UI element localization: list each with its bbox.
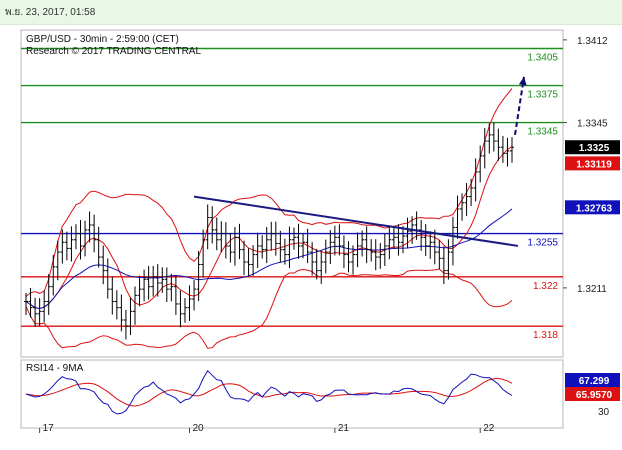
upper-band-line	[25, 88, 513, 297]
level-label-1.3405: 1.3405	[527, 53, 558, 64]
price-label-box	[565, 200, 620, 215]
level-label-1.318: 1.318	[533, 330, 558, 341]
rsi-ma-line	[25, 377, 513, 407]
timestamp: พ.ย. 23, 2017, 01:58	[5, 7, 96, 18]
rsi-title: RSI14 - 9MA	[26, 363, 84, 374]
x-tick-label: 22	[483, 423, 495, 434]
price-label-box	[565, 140, 620, 155]
fast-ma-line	[25, 146, 513, 310]
rsi-label-67.299: 67.299	[579, 376, 610, 387]
rsi-panel	[20, 359, 564, 429]
x-tick-label: 17	[43, 423, 55, 434]
x-tick-label: 20	[193, 423, 205, 434]
y-tick-label: 1.3412	[577, 36, 608, 47]
forecast-arrow	[514, 76, 525, 136]
timestamp-bar: พ.ย. 23, 2017, 01:58	[0, 0, 622, 25]
chart-title: GBP/USD - 30min - 2:59:00 (CET)	[26, 34, 179, 45]
level-label-1.3255: 1.3255	[527, 238, 558, 249]
price-label-1.32763: 1.32763	[576, 203, 613, 214]
price-bars	[24, 122, 514, 340]
chart-subtitle: Research © 2017 TRADING CENTRAL	[26, 46, 201, 57]
trendline	[193, 195, 519, 247]
chart: 1.3405 1.3375 1.3345 1.3255 1.322 1.318 1.341…	[20, 29, 620, 434]
rsi-label-65.9570: 65.9570	[576, 390, 613, 401]
forecast-arrowhead	[518, 76, 527, 86]
y-tick-label: 1.3211	[577, 284, 607, 295]
price-label-1.3325: 1.3325	[579, 143, 610, 154]
level-label-1.322: 1.322	[533, 281, 558, 292]
y-tick-label: 1.3345	[577, 119, 608, 130]
price-label-box	[565, 156, 620, 171]
rsi-label-box	[565, 373, 620, 387]
lower-band-line	[25, 268, 513, 349]
slow-ma-line	[25, 208, 513, 310]
level-label-1.3345: 1.3345	[527, 127, 558, 138]
rsi-label-box	[565, 387, 620, 401]
x-tick-label: 21	[338, 423, 350, 434]
rsi-tick-label: 30	[598, 407, 610, 418]
price-panel	[20, 29, 564, 358]
level-label-1.3375: 1.3375	[527, 90, 558, 101]
rsi-line	[25, 369, 513, 415]
price-label-1.33119: 1.33119	[576, 159, 612, 170]
